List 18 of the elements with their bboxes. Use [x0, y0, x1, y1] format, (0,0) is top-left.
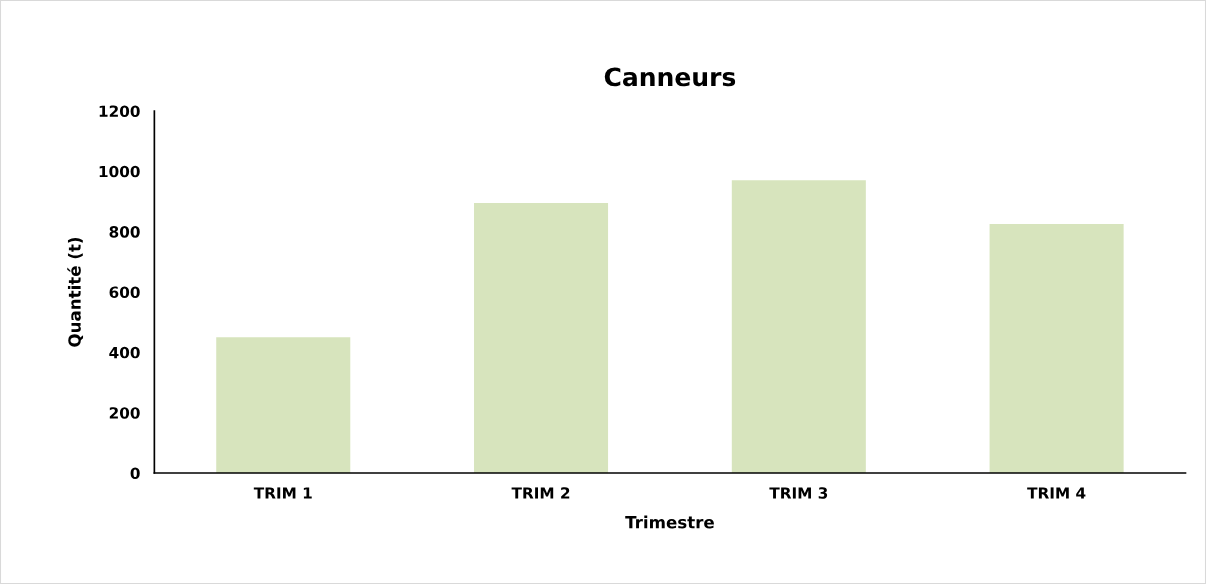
bar	[989, 224, 1124, 474]
bar	[731, 180, 866, 474]
x-axis-title: Trimestre	[625, 515, 714, 529]
y-axis-title: Quantité (t)	[67, 237, 84, 347]
y-tick-label: 600	[109, 286, 140, 299]
y-tick-label: 200	[109, 407, 140, 419]
x-tick-label: TRIM 4	[1027, 487, 1086, 499]
chart-title: Canneurs	[604, 67, 736, 87]
bar	[474, 202, 609, 474]
y-tick-label: 800	[109, 226, 140, 238]
y-tick-label: 1200	[99, 105, 140, 117]
y-tick-label: 1000	[99, 165, 140, 178]
x-tick-label: TRIM 3	[769, 487, 828, 499]
bar	[216, 337, 351, 474]
y-tick-label: 400	[109, 346, 140, 359]
x-tick-label: TRIM 2	[511, 487, 570, 499]
y-tick-label: 0	[130, 467, 140, 480]
x-tick-label: TRIM 1	[253, 487, 312, 499]
